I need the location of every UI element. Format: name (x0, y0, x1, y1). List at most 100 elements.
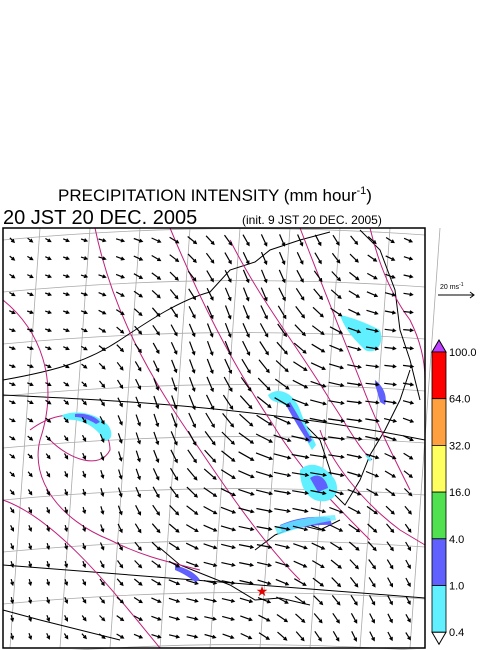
wind-arrow (133, 615, 144, 621)
wind-arrow (99, 578, 105, 587)
wind-arrow (387, 613, 393, 624)
wind-arrow (28, 560, 33, 569)
wind-arrow (331, 252, 341, 264)
wind-arrow (295, 613, 306, 623)
wind-arrow (402, 364, 415, 369)
wind-arrow (170, 431, 178, 446)
wind-arrow (220, 506, 237, 514)
wind-arrow (384, 470, 397, 478)
title-close: ) (366, 186, 372, 205)
wind-arrow (170, 306, 179, 319)
wind-arrow (44, 346, 52, 351)
wind-arrow (332, 631, 340, 642)
wind-arrow (329, 326, 344, 334)
wind-arrow (405, 559, 411, 570)
wind-arrow (81, 615, 87, 622)
wind-arrow (350, 235, 359, 246)
wind-arrow (328, 400, 345, 405)
wind-arrow (260, 269, 268, 284)
graticule-line (2, 228, 426, 241)
wind-arrow (189, 341, 196, 356)
wind-arrow (276, 341, 288, 355)
wind-arrow (384, 364, 397, 369)
wind-arrow (152, 486, 160, 499)
colorbar-label: 64.0 (449, 394, 470, 406)
wind-arrow (365, 470, 380, 478)
wind-arrow (27, 435, 34, 441)
wind-arrow (152, 324, 160, 336)
wind-arrow (8, 382, 16, 387)
wind-arrow (206, 323, 214, 338)
wind-arrow (314, 252, 322, 265)
wind-arrow (81, 363, 88, 369)
wind-arrow (169, 271, 179, 281)
wind-arrow (310, 489, 327, 496)
wind-arrow (349, 253, 359, 263)
wind-arrow (314, 630, 322, 642)
wind-arrow (203, 561, 218, 568)
wind-arrow (98, 362, 106, 370)
wind-arrow (239, 395, 253, 410)
wind-arrow (277, 305, 287, 320)
wind-arrow (330, 289, 342, 300)
wind-arrow (242, 234, 250, 247)
wind-arrow (296, 269, 304, 283)
wind-arrow (117, 560, 124, 569)
valid-time: 20 JST 20 DEC. 2005 (3, 207, 197, 229)
pressure-contours (2, 227, 426, 649)
wind-arrow (28, 614, 33, 623)
wind-arrow (63, 399, 70, 405)
wind-arrow (26, 346, 34, 351)
wind-arrow (98, 327, 107, 333)
wind-arrow (291, 453, 310, 460)
wind-arrow (383, 400, 398, 405)
wind-arrow (169, 504, 180, 516)
graticule-line (2, 436, 426, 449)
wind-arrow (46, 578, 51, 587)
wind-arrow (241, 358, 251, 374)
wind-arrow (347, 327, 362, 334)
init-time: (init. 9 JST 20 DEC. 2005) (242, 213, 382, 227)
title-text: PRECIPITATION INTENSITY (mm hour (58, 186, 357, 205)
wind-arrow (117, 397, 123, 408)
wind-arrow (135, 468, 141, 481)
wind-arrow (188, 288, 196, 301)
wind-arrow (99, 380, 106, 389)
wind-arrow (313, 288, 324, 301)
wind-arrow (63, 417, 69, 424)
wind-arrow (10, 561, 15, 568)
wind-arrow (291, 398, 309, 407)
wind-arrow (115, 238, 126, 243)
wind-arrow (63, 346, 70, 351)
wind-arrow (46, 506, 51, 514)
wind-arrow (28, 596, 33, 605)
wind-arrow (10, 632, 15, 641)
wind-arrow (10, 542, 15, 550)
wind-arrow (224, 234, 233, 246)
precip-area (375, 380, 386, 405)
wind-arrow (275, 561, 290, 568)
wind-arrow (152, 468, 160, 481)
wind-arrow (115, 309, 125, 316)
wind-arrow (256, 526, 273, 531)
wind-arrow (185, 561, 199, 568)
wind-arrow (273, 471, 292, 478)
wind-arrow (224, 305, 232, 320)
wind-arrow (310, 362, 327, 370)
wind-arrow (311, 542, 326, 550)
wind-arrow (274, 543, 291, 550)
wind-arrow (133, 633, 144, 639)
wind-arrow (403, 237, 414, 243)
wind-scale-text: 20 ms (440, 284, 460, 291)
wind-arrow (310, 380, 327, 388)
wind-arrow (221, 431, 235, 445)
wind-arrow (187, 449, 197, 464)
wind-arrow (99, 398, 105, 407)
wind-arrow (28, 632, 33, 640)
wind-arrow (134, 361, 142, 372)
wind-arrow (116, 344, 125, 353)
wind-arrow (383, 418, 398, 423)
wind-arrow (309, 454, 328, 459)
wind-arrow (256, 507, 273, 514)
wind-arrow (386, 523, 395, 534)
